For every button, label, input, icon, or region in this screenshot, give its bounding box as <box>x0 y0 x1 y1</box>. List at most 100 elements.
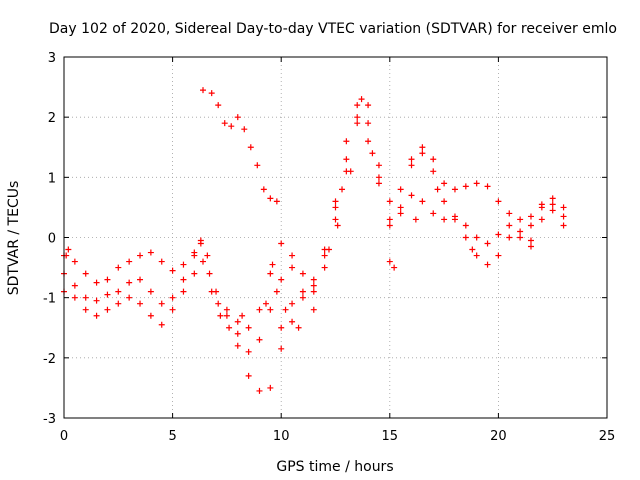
data-point <box>517 216 524 223</box>
data-point <box>495 252 502 259</box>
data-point <box>321 264 328 271</box>
y-tick-label: 1 <box>48 171 56 186</box>
data-point <box>289 318 296 325</box>
data-point <box>473 234 480 241</box>
axis-ticks: 0 5 10 15 20 25 -3 -2 -1 0 1 2 3 <box>43 51 615 444</box>
data-point <box>204 252 211 259</box>
data-point <box>321 252 328 259</box>
data-point <box>473 252 480 259</box>
data-point <box>434 186 441 193</box>
data-point <box>310 282 317 289</box>
data-point <box>289 264 296 271</box>
data-point <box>221 120 228 127</box>
data-point <box>560 213 567 220</box>
data-point <box>560 204 567 211</box>
data-point <box>223 306 230 313</box>
data-point <box>71 294 78 301</box>
data-point <box>254 162 261 169</box>
data-point <box>299 294 306 301</box>
data-point <box>82 306 89 313</box>
data-point <box>223 312 230 319</box>
data-point <box>391 264 398 271</box>
data-point <box>397 204 404 211</box>
data-point <box>451 216 458 223</box>
data-point <box>282 306 289 313</box>
data-point <box>462 234 469 241</box>
data-point <box>158 258 165 265</box>
data-point <box>245 324 252 331</box>
data-point <box>538 216 545 223</box>
data-point <box>234 330 241 337</box>
data-point <box>473 180 480 187</box>
data-point <box>273 288 280 295</box>
data-point <box>278 345 285 352</box>
data-point <box>386 216 393 223</box>
data-point <box>169 267 176 274</box>
data-point <box>115 300 122 307</box>
data-point <box>93 279 100 286</box>
data-point <box>126 279 133 286</box>
data-point <box>169 306 176 313</box>
y-tick-label: -2 <box>43 352 56 367</box>
x-tick-label: 25 <box>599 429 616 444</box>
data-point <box>104 291 111 298</box>
data-point <box>215 300 222 307</box>
data-point <box>104 306 111 313</box>
plot-frame <box>63 56 608 419</box>
data-series <box>61 102 567 394</box>
data-point <box>469 246 476 253</box>
data-point <box>93 297 100 304</box>
data-point <box>299 270 306 277</box>
data-point <box>332 204 339 211</box>
data-point <box>191 252 198 259</box>
data-point <box>462 183 469 190</box>
x-tick-label: 5 <box>168 429 176 444</box>
data-point <box>527 237 534 244</box>
data-point <box>484 240 491 247</box>
x-tick-label: 20 <box>490 429 507 444</box>
y-tick-label: -1 <box>43 292 56 307</box>
data-point <box>462 222 469 229</box>
data-point <box>115 264 122 271</box>
grid <box>64 57 607 418</box>
data-point <box>267 306 274 313</box>
data-point <box>234 318 241 325</box>
y-tick-label: 2 <box>48 111 56 126</box>
data-point <box>386 258 393 265</box>
data-point <box>200 87 207 94</box>
data-point <box>339 186 346 193</box>
data-point <box>412 216 419 223</box>
x-axis-label: GPS time / hours <box>276 459 393 475</box>
data-point <box>397 186 404 193</box>
data-point <box>375 180 382 187</box>
data-point <box>495 198 502 205</box>
data-point <box>82 294 89 301</box>
data-point <box>180 261 187 268</box>
data-point <box>169 294 176 301</box>
data-point <box>343 138 350 145</box>
data-point <box>441 180 448 187</box>
data-series <box>61 120 567 331</box>
data-point <box>430 210 437 217</box>
data-point <box>419 144 426 151</box>
data-point <box>278 324 285 331</box>
data-point <box>93 312 100 319</box>
data-point <box>527 243 534 250</box>
data-point <box>147 312 154 319</box>
chart-title: Day 102 of 2020, Sidereal Day-to-day VTE… <box>49 21 617 37</box>
data-series <box>63 96 534 352</box>
y-tick-label: -3 <box>43 412 56 427</box>
data-point <box>158 300 165 307</box>
data-point <box>147 288 154 295</box>
data-point <box>408 162 415 169</box>
data-point <box>147 249 154 256</box>
data-point <box>245 372 252 379</box>
data-point <box>256 336 263 343</box>
data-point <box>332 216 339 223</box>
data-point <box>256 387 263 394</box>
data-point <box>332 198 339 205</box>
data-point <box>65 246 72 253</box>
data-point <box>386 222 393 229</box>
data-point <box>71 282 78 289</box>
data-series <box>200 87 280 205</box>
